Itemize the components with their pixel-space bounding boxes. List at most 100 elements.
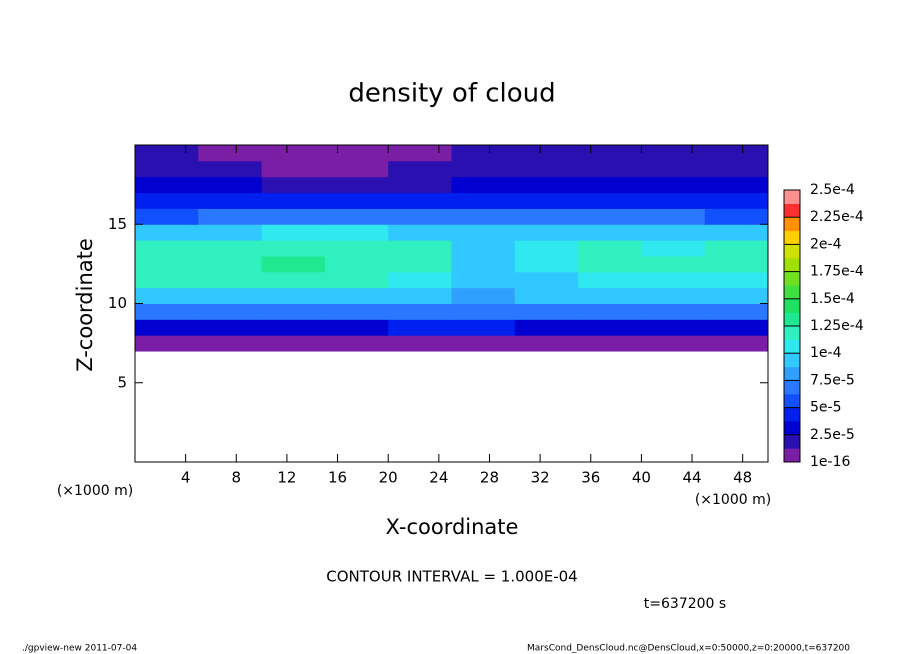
heat-cell	[641, 271, 706, 289]
heat-cell	[388, 255, 452, 273]
heat-cell	[451, 335, 516, 352]
heat-cell	[198, 319, 263, 336]
heat-cell	[198, 208, 263, 225]
heat-cell	[135, 160, 199, 178]
heat-cell	[324, 319, 389, 336]
heat-cell	[324, 192, 389, 209]
heat-cell	[704, 176, 769, 194]
colorbar-label: 1.5e-4	[810, 291, 855, 307]
plot-area	[135, 145, 769, 352]
heat-cell	[578, 224, 642, 241]
contour-note: CONTOUR INTERVAL = 1.000E-04	[326, 568, 577, 586]
x-tick-label: 12	[277, 469, 296, 487]
colorbar-swatch	[784, 258, 800, 272]
y-axis-label: Z-coordinate	[73, 238, 97, 372]
heat-cell	[578, 240, 642, 257]
heat-cell	[135, 335, 199, 352]
heat-cell	[261, 176, 326, 194]
colorbar-swatch	[784, 217, 800, 232]
heat-cell	[641, 176, 706, 194]
heat-cell	[704, 335, 769, 352]
colorbar-label: 2.5e-5	[810, 427, 855, 443]
heat-cell	[451, 145, 516, 162]
heat-cell	[388, 271, 452, 289]
x-tick-label: 28	[480, 469, 499, 487]
heat-cell	[704, 271, 769, 289]
heat-cell	[261, 319, 326, 336]
heat-cell	[261, 224, 326, 241]
heat-cell	[578, 255, 642, 273]
heat-cell	[641, 303, 706, 320]
heat-cell	[514, 208, 579, 225]
heat-cell	[135, 271, 199, 289]
x-unit-left: (×1000 m)	[57, 483, 133, 499]
heat-cell	[451, 208, 516, 225]
heat-cell	[388, 287, 452, 304]
x-tick-label: 8	[232, 469, 242, 487]
heat-cell	[704, 145, 769, 162]
heat-cell	[198, 192, 263, 209]
x-tick-label: 36	[581, 469, 600, 487]
heat-cell	[388, 224, 452, 241]
heat-cell	[514, 192, 579, 209]
heat-cell	[578, 335, 642, 352]
heat-cell	[324, 224, 389, 241]
footer-right: MarsCond_DensCloud.nc@DensCloud,x=0:5000…	[527, 644, 850, 654]
heat-cell	[451, 176, 516, 194]
heat-cell	[514, 303, 579, 320]
heat-cell	[324, 303, 389, 320]
heat-cell	[135, 255, 199, 273]
heat-cell	[261, 192, 326, 209]
colorbar-swatch	[784, 407, 800, 422]
heat-cell	[704, 192, 769, 209]
heat-cell	[261, 255, 326, 273]
heat-cell	[451, 160, 516, 178]
heat-cell	[135, 240, 199, 257]
y-tick-label: 5	[117, 373, 127, 391]
colorbar-swatch	[784, 421, 800, 436]
colorbar-swatch	[784, 339, 800, 354]
heat-cell	[261, 145, 326, 162]
heat-cell	[198, 287, 263, 304]
heat-cell	[641, 287, 706, 304]
heat-cell	[514, 240, 579, 257]
heat-cell	[514, 287, 579, 304]
heat-cell	[641, 160, 706, 178]
colorbar-swatch	[784, 380, 800, 395]
colorbar-swatch	[784, 326, 800, 340]
y-tick-label: 10	[108, 294, 127, 312]
colorbar-swatch	[784, 298, 800, 313]
heat-cell	[388, 176, 452, 194]
colorbar-label: 1.25e-4	[810, 318, 864, 334]
colorbar-swatch	[784, 230, 800, 245]
heat-cell	[388, 192, 452, 209]
heat-cell	[198, 271, 263, 289]
heat-cell	[135, 192, 199, 209]
heat-cell	[198, 176, 263, 194]
heat-cell	[388, 319, 452, 336]
heat-cell	[641, 145, 706, 162]
heat-cell	[451, 192, 516, 209]
heat-cell	[704, 287, 769, 304]
colorbar-swatch	[784, 366, 800, 381]
heat-cell	[324, 176, 389, 194]
x-tick-label: 16	[328, 469, 347, 487]
heat-cell	[578, 176, 642, 194]
y-tick-label: 15	[108, 215, 127, 233]
colorbar-swatch	[784, 312, 800, 327]
heat-cell	[388, 240, 452, 257]
heat-cell	[451, 255, 516, 273]
heat-cell	[578, 160, 642, 178]
colorbar-label: 7.5e-5	[810, 372, 855, 388]
heat-cell	[198, 335, 263, 352]
heat-cell	[135, 145, 199, 162]
heat-cell	[514, 145, 579, 162]
heat-cell	[261, 208, 326, 225]
heat-cell	[135, 208, 199, 225]
heat-cell	[388, 208, 452, 225]
colorbar-swatch	[784, 394, 800, 408]
colorbar-label: 5e-5	[810, 400, 841, 416]
heat-cell	[135, 319, 199, 336]
heat-cell	[514, 335, 579, 352]
heat-cell	[578, 208, 642, 225]
